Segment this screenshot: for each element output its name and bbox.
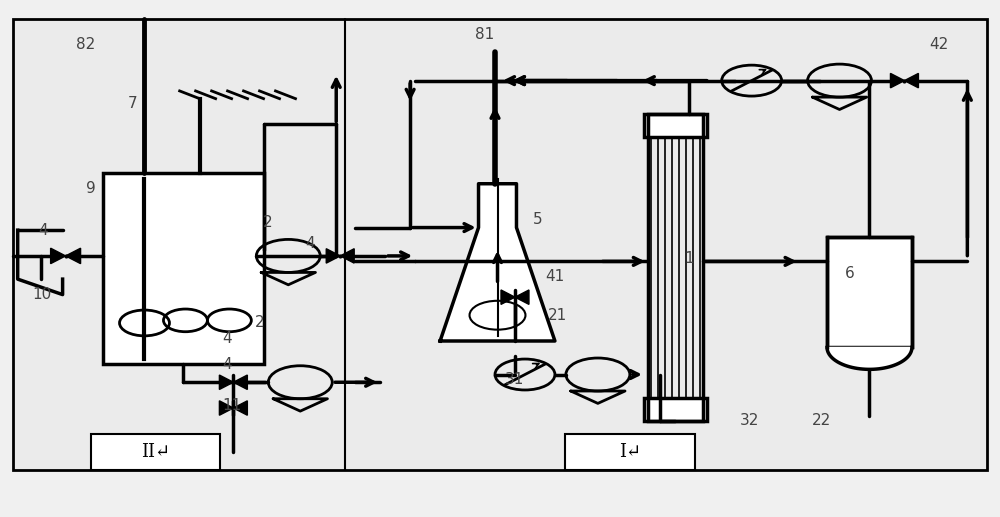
Bar: [103, 173, 264, 364]
Polygon shape: [219, 401, 233, 415]
Polygon shape: [233, 375, 247, 389]
Polygon shape: [233, 401, 247, 415]
Text: 7: 7: [128, 96, 137, 111]
Text: II↵: II↵: [141, 443, 170, 461]
Polygon shape: [440, 184, 555, 341]
Bar: [91, 434, 220, 470]
Bar: [13, 19, 987, 470]
Text: 5: 5: [533, 212, 543, 227]
Polygon shape: [890, 73, 904, 88]
Text: 22: 22: [812, 414, 831, 429]
Polygon shape: [515, 290, 529, 305]
Text: 82: 82: [76, 37, 95, 52]
Text: 32: 32: [740, 414, 759, 429]
Text: 21: 21: [548, 308, 567, 323]
Text: 81: 81: [475, 27, 494, 42]
Text: 2: 2: [255, 315, 265, 330]
Text: 4: 4: [222, 331, 232, 346]
Text: 4: 4: [222, 357, 232, 372]
Text: 9: 9: [86, 181, 95, 196]
Bar: [648, 114, 703, 421]
Text: 4: 4: [39, 223, 48, 238]
Text: 42: 42: [929, 37, 949, 52]
Text: 2: 2: [263, 215, 273, 230]
Polygon shape: [326, 249, 340, 263]
Text: 10: 10: [33, 287, 52, 302]
Text: 11: 11: [222, 398, 242, 413]
Text: 6: 6: [845, 266, 854, 281]
Text: 31: 31: [505, 372, 524, 387]
Polygon shape: [219, 375, 233, 389]
Polygon shape: [904, 73, 918, 88]
Bar: [827, 237, 912, 347]
Text: 41: 41: [545, 269, 564, 284]
Bar: [565, 434, 695, 470]
Polygon shape: [827, 347, 912, 369]
Polygon shape: [501, 290, 515, 305]
Text: 4: 4: [305, 236, 315, 251]
Polygon shape: [66, 248, 81, 264]
Polygon shape: [51, 248, 66, 264]
Polygon shape: [340, 249, 354, 263]
Bar: [644, 398, 707, 421]
Text: 1: 1: [685, 251, 694, 266]
Text: I↵: I↵: [619, 443, 641, 461]
Bar: [644, 114, 707, 138]
